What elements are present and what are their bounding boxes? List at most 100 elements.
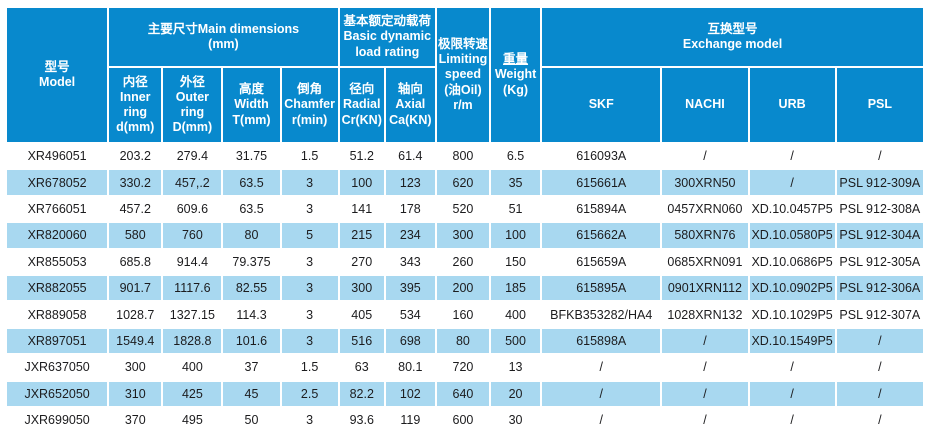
- table-row: XR882055 901.7 1117.6 82.55 3 300 395 200 185 615…: [7, 275, 923, 301]
- model-cell: XR678052: [7, 170, 108, 195]
- value-cell: 698: [385, 328, 435, 354]
- model-cell: XR889058: [7, 302, 108, 327]
- value-cell: XD.10.0902P5: [749, 275, 835, 301]
- table-header: 型号 Model 主要尺寸Main dimensions (mm) 基本额定动载…: [7, 8, 923, 142]
- value-cell: 343: [385, 249, 435, 274]
- value-cell: 457,.2: [163, 170, 222, 195]
- model-cell: JXR699050: [7, 407, 108, 433]
- value-cell: 800: [436, 144, 489, 169]
- table-body: XR496051 203.2 279.4 31.75 1.5 51.2 61.4 800 6.5…: [7, 144, 923, 433]
- value-cell: 93.6: [339, 407, 384, 433]
- value-cell: 400: [491, 302, 541, 327]
- header-width-zh: 高度: [238, 82, 264, 97]
- header-weight-zh: 重量: [503, 52, 529, 67]
- header-outer-ring-zh: 外径: [179, 74, 205, 89]
- value-cell: 720: [436, 355, 489, 380]
- model-cell: XR897051: [7, 328, 108, 354]
- value-cell: PSL 912-309A: [836, 170, 923, 195]
- value-cell: PSL 912-305A: [836, 249, 923, 274]
- value-cell: 615894A: [542, 196, 661, 222]
- header-radial-en: Radial Cr(KN): [341, 97, 382, 127]
- value-cell: /: [542, 355, 661, 380]
- value-cell: /: [662, 355, 748, 380]
- value-cell: 45: [223, 381, 280, 406]
- value-cell: 234: [385, 223, 435, 248]
- value-cell: /: [836, 381, 923, 406]
- value-cell: 914.4: [163, 249, 222, 274]
- header-model: 型号 Model: [7, 8, 108, 142]
- table-row: JXR699050 370 495 50 3 93.6 119 600 30// / /: [7, 407, 923, 433]
- table-row: XR855053 685.8 914.4 79.375 3 270 343 260 150 615…: [7, 249, 923, 274]
- value-cell: XD.10.1549P5: [749, 328, 835, 354]
- value-cell: 0457XRN060: [662, 196, 748, 222]
- value-cell: /: [542, 381, 661, 406]
- value-cell: 3: [281, 196, 338, 222]
- value-cell: 615661A: [542, 170, 661, 195]
- header-exchange-model-en: Exchange model: [682, 37, 783, 51]
- header-nachi: NACHI: [662, 68, 748, 142]
- header-psl: PSL: [836, 68, 923, 142]
- header-weight: 重量 Weight (Kg): [491, 8, 541, 142]
- value-cell: /: [749, 381, 835, 406]
- value-cell: 141: [339, 196, 384, 222]
- value-cell: 270: [339, 249, 384, 274]
- value-cell: /: [662, 381, 748, 406]
- value-cell: 63: [339, 355, 384, 380]
- value-cell: 63.5: [223, 170, 280, 195]
- value-cell: 20: [491, 381, 541, 406]
- header-model-en: Model: [39, 75, 76, 89]
- header-load-rating-en: Basic dynamic load rating: [343, 29, 432, 59]
- value-cell: 0685XRN091: [662, 249, 748, 274]
- value-cell: 82.55: [223, 275, 280, 301]
- value-cell: 3: [281, 302, 338, 327]
- value-cell: 30: [491, 407, 541, 433]
- value-cell: 300: [109, 355, 162, 380]
- table-row: XR820060 580 760 80 5 215 234 300 100 615662A 580X…: [7, 223, 923, 248]
- value-cell: XD.10.1029P5: [749, 302, 835, 327]
- value-cell: 279.4: [163, 144, 222, 169]
- value-cell: 2.5: [281, 381, 338, 406]
- value-cell: 80: [223, 223, 280, 248]
- model-cell: JXR637050: [7, 355, 108, 380]
- value-cell: /: [836, 407, 923, 433]
- value-cell: 13: [491, 355, 541, 380]
- header-limiting-speed-en: Limiting speed (油Oil) r/m: [438, 52, 488, 112]
- value-cell: 495: [163, 407, 222, 433]
- value-cell: PSL 912-308A: [836, 196, 923, 222]
- value-cell: 31.75: [223, 144, 280, 169]
- value-cell: 300: [339, 275, 384, 301]
- header-main-dimensions-title: 主要尺寸Main dimensions: [147, 21, 300, 36]
- value-cell: 80.1: [385, 355, 435, 380]
- header-chamfer-zh: 倒角: [297, 82, 323, 97]
- value-cell: 1.5: [281, 144, 338, 169]
- value-cell: 1327.15: [163, 302, 222, 327]
- value-cell: 160: [436, 302, 489, 327]
- value-cell: 616093A: [542, 144, 661, 169]
- value-cell: 0901XRN112: [662, 275, 748, 301]
- header-load-rating-zh: 基本额定动载荷: [343, 14, 432, 29]
- value-cell: 516: [339, 328, 384, 354]
- value-cell: 609.6: [163, 196, 222, 222]
- value-cell: 79.375: [223, 249, 280, 274]
- value-cell: /: [836, 355, 923, 380]
- header-exchange-model: 互换型号 Exchange model: [542, 8, 923, 66]
- model-cell: JXR652050: [7, 381, 108, 406]
- value-cell: 310: [109, 381, 162, 406]
- value-cell: 760: [163, 223, 222, 248]
- value-cell: 101.6: [223, 328, 280, 354]
- value-cell: 615898A: [542, 328, 661, 354]
- value-cell: /: [749, 355, 835, 380]
- value-cell: 1028.7: [109, 302, 162, 327]
- header-skf: SKF: [542, 68, 661, 142]
- table-row: XR897051 1549.4 1828.8 101.6 3 516 698 80 500 615…: [7, 328, 923, 354]
- header-chamfer-en: Chamfer r(min): [284, 97, 335, 127]
- header-width-en: Width T(mm): [232, 97, 271, 127]
- header-radial: 径向 Radial Cr(KN): [339, 68, 384, 142]
- value-cell: /: [662, 144, 748, 169]
- header-inner-ring-en: Inner ring d(mm): [116, 89, 155, 135]
- value-cell: 640: [436, 381, 489, 406]
- value-cell: 37: [223, 355, 280, 380]
- value-cell: 534: [385, 302, 435, 327]
- value-cell: 102: [385, 381, 435, 406]
- value-cell: 80: [436, 328, 489, 354]
